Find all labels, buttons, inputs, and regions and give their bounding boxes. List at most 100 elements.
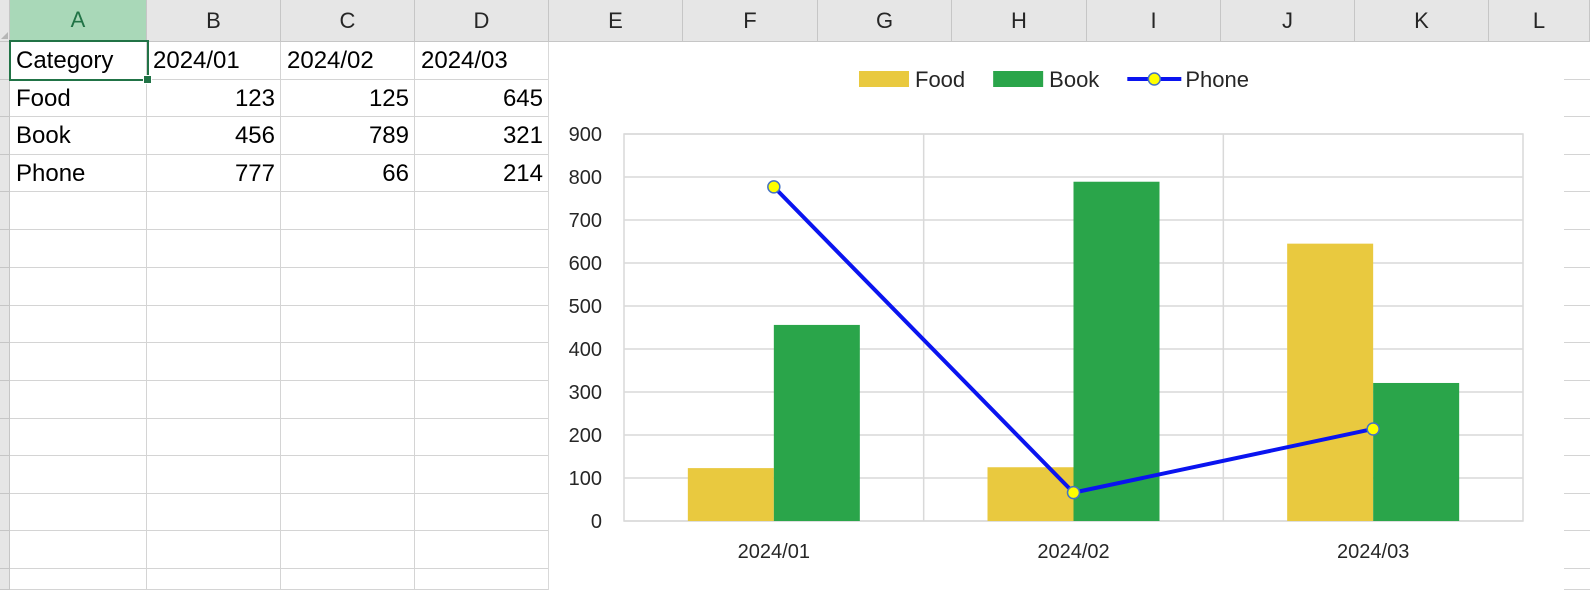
column-header-k[interactable]: K (1355, 0, 1489, 42)
cell-a1[interactable]: Category (16, 47, 114, 74)
row-header[interactable] (0, 381, 10, 419)
bar-food-2024/03 (1287, 243, 1374, 521)
gridline (1564, 191, 1590, 192)
gridline (10, 154, 548, 155)
row-header[interactable] (0, 343, 10, 381)
gridline (280, 42, 281, 590)
cell-a2[interactable]: Food (16, 84, 71, 112)
y-tick-label: 500 (569, 296, 602, 318)
x-tick-label: 2024/02 (1037, 541, 1109, 563)
bar-book-2024/02 (1073, 181, 1160, 522)
y-tick-label: 800 (569, 167, 602, 189)
legend-label-book: Book (1049, 67, 1100, 92)
x-tick-label: 2024/03 (1337, 541, 1409, 563)
gridline (10, 229, 548, 230)
y-tick-label: 300 (569, 382, 602, 404)
gridline (1564, 455, 1590, 456)
cell-d1[interactable]: 2024/03 (421, 47, 508, 74)
cell-b3[interactable]: 456 (234, 122, 275, 149)
gridline (10, 530, 548, 531)
cell-c1[interactable]: 2024/02 (287, 47, 374, 74)
y-tick-label: 700 (569, 210, 602, 232)
gridline (10, 568, 548, 569)
column-header-j[interactable]: J (1221, 0, 1355, 42)
bar-food-2024/02 (987, 467, 1074, 521)
column-header-e[interactable]: E (549, 0, 683, 42)
row-header[interactable] (0, 531, 10, 569)
column-header-d[interactable]: D (415, 0, 549, 42)
select-all-corner[interactable] (0, 0, 10, 42)
y-tick-label: 200 (569, 425, 602, 447)
cell-d2[interactable]: 645 (502, 84, 543, 112)
gridline (1564, 116, 1590, 117)
row-header[interactable] (0, 192, 10, 230)
marker-phone-2024/02 (1066, 485, 1081, 500)
column-header-b[interactable]: B (147, 0, 281, 42)
gridline (1564, 267, 1590, 268)
bar-food-2024/01 (687, 468, 774, 521)
gridline (1564, 568, 1590, 569)
cell-b4[interactable]: 777 (234, 159, 275, 187)
legend-label-food: Food (915, 67, 965, 92)
row-header[interactable] (0, 419, 10, 456)
gridline (1564, 380, 1590, 381)
gridline (1564, 530, 1590, 531)
combo-chart[interactable]: 0 100 200 300 400 500 600 700 800 900 2024/01 2024/… (548, 42, 1564, 590)
column-header-h[interactable]: H (952, 0, 1087, 42)
cell-c4[interactable]: 66 (382, 159, 409, 187)
gridline (1564, 229, 1590, 230)
cell-c3[interactable]: 789 (368, 122, 409, 149)
bar-book-2024/03 (1373, 382, 1460, 521)
marker-phone-2024/03 (1366, 422, 1380, 436)
cell-d4[interactable]: 214 (502, 159, 543, 187)
column-header-c[interactable]: C (281, 0, 415, 42)
row-header[interactable] (0, 155, 10, 192)
fill-handle[interactable] (143, 75, 152, 84)
row-header[interactable] (0, 80, 10, 117)
gridline (414, 42, 415, 590)
cell-b1[interactable]: 2024/01 (153, 47, 240, 74)
gridline (10, 380, 548, 381)
column-header-i[interactable]: I (1087, 0, 1221, 42)
gridline (1564, 342, 1590, 343)
column-header-f[interactable]: F (683, 0, 818, 42)
gridline (10, 191, 548, 192)
cell-d3[interactable]: 321 (502, 122, 543, 149)
cell-c2[interactable]: 125 (368, 84, 409, 112)
cell-a3[interactable]: Book (16, 122, 71, 149)
gridline (1564, 493, 1590, 494)
row-header[interactable] (0, 268, 10, 306)
gridline (10, 342, 548, 343)
row-header[interactable] (0, 494, 10, 531)
gridline (1564, 79, 1590, 80)
y-tick-label: 600 (569, 253, 602, 275)
gridline (10, 493, 548, 494)
row-header[interactable] (0, 456, 10, 494)
x-tick-label: 2024/01 (738, 541, 810, 563)
chart-canvas: 0 100 200 300 400 500 600 700 800 900 2024/01 2024/… (569, 67, 1524, 563)
row-header[interactable] (0, 117, 10, 155)
gridline (10, 116, 548, 117)
cell-a4[interactable]: Phone (16, 159, 86, 187)
y-tick-label: 0 (591, 511, 602, 533)
row-header[interactable] (0, 230, 10, 268)
legend-marker-phone (1147, 72, 1162, 86)
column-header-g[interactable]: G (818, 0, 952, 42)
gridline (10, 418, 548, 419)
marker-phone-2024/01 (767, 180, 781, 194)
active-cell-selection[interactable] (9, 40, 152, 84)
legend-label-phone: Phone (1185, 67, 1249, 92)
column-header-a[interactable]: A (10, 0, 147, 42)
gridline (10, 455, 548, 456)
row-header[interactable] (0, 306, 10, 343)
gridline (10, 267, 548, 268)
legend-swatch-food (859, 71, 909, 87)
cell-b2[interactable]: 123 (234, 84, 275, 112)
legend-swatch-book (993, 71, 1044, 87)
gridline (1564, 154, 1590, 155)
row-header[interactable] (0, 569, 10, 590)
column-header-l[interactable]: L (1489, 0, 1590, 42)
gridline (146, 42, 147, 590)
gridline (10, 305, 548, 306)
